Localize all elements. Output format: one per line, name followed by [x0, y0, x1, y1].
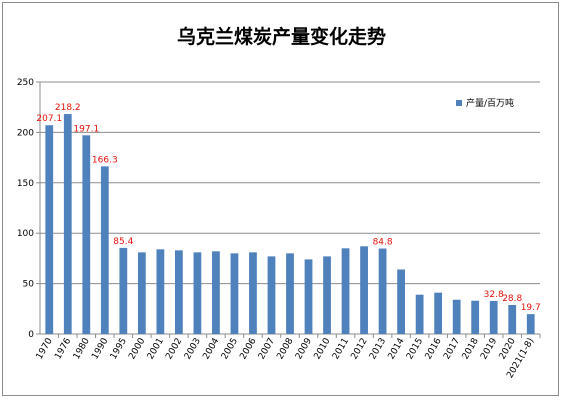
- data-label: 85.4: [113, 237, 133, 247]
- bar: [193, 252, 202, 334]
- bar: [212, 251, 220, 334]
- x-tick-label: 2009: [294, 336, 314, 361]
- bar: [249, 252, 257, 334]
- x-tick-label: 2015: [405, 337, 425, 362]
- x-tick-label: 2008: [275, 336, 295, 361]
- bar: [230, 253, 239, 334]
- legend: 产量/百万吨: [456, 97, 514, 109]
- x-tick-label: 2011: [331, 337, 351, 362]
- x-tick-label: 1970: [35, 336, 55, 361]
- x-tick-label: 2004: [201, 336, 221, 361]
- x-tick-label: 1995: [109, 337, 129, 362]
- data-label: 19.7: [521, 303, 541, 313]
- legend-swatch: [456, 100, 462, 106]
- y-tick-label: 150: [17, 179, 34, 189]
- x-tick-label: 1976: [53, 336, 73, 361]
- x-tick-label: 2019: [479, 336, 499, 361]
- x-tick-label: 2005: [220, 337, 240, 362]
- x-tick-label: 2017: [442, 337, 462, 362]
- y-tick-label: 250: [17, 78, 34, 88]
- bar: [267, 256, 276, 334]
- bar: [452, 299, 461, 334]
- y-tick-label: 100: [17, 229, 34, 239]
- x-tick-label: 2012: [350, 337, 370, 362]
- x-tick-label: 2014: [387, 336, 407, 361]
- x-tick-label: 1980: [72, 336, 92, 361]
- bar: [323, 256, 331, 334]
- data-label: 218.2: [55, 103, 81, 113]
- bar: [137, 252, 146, 334]
- y-tick-label: 200: [17, 128, 34, 138]
- data-label: 166.3: [92, 155, 118, 165]
- data-label: 197.1: [73, 124, 99, 134]
- chart-frame: [2, 2, 559, 396]
- bar: [341, 248, 350, 334]
- axes: 0501001502002501970197619801990199520002…: [17, 78, 541, 380]
- x-tick-label: 2000: [127, 336, 147, 361]
- data-label: 28.8: [502, 294, 522, 304]
- bar: [397, 269, 405, 334]
- y-tick-label: 0: [28, 330, 34, 340]
- x-tick-label: 2002: [164, 337, 184, 362]
- bar: [175, 250, 183, 334]
- bar: [100, 166, 109, 334]
- bar: [45, 125, 54, 335]
- chart-title: 乌克兰煤炭产量变化走势: [176, 26, 386, 48]
- bar: [434, 292, 443, 334]
- bar: [286, 253, 294, 334]
- x-tick-label: 2016: [424, 336, 444, 361]
- bar: [378, 248, 387, 334]
- x-tick-label: 1990: [90, 336, 110, 361]
- bar: [415, 294, 424, 334]
- x-tick-label: 2013: [368, 337, 388, 362]
- data-label: 32.8: [484, 290, 504, 300]
- bars: [45, 114, 535, 335]
- y-tick-label: 50: [23, 280, 35, 290]
- bar: [82, 135, 91, 334]
- bar: [471, 300, 480, 334]
- bar: [508, 304, 517, 334]
- bar: [304, 259, 313, 334]
- bar: [526, 314, 535, 334]
- bar: [489, 300, 498, 334]
- data-label: 207.1: [36, 114, 62, 124]
- bar: [63, 114, 72, 334]
- x-tick-label: 2006: [238, 336, 258, 361]
- bar: [360, 246, 368, 334]
- legend-label: 产量/百万吨: [466, 97, 514, 109]
- x-tick-label: 2003: [183, 337, 203, 362]
- data-label: 84.8: [373, 238, 393, 248]
- x-tick-label: 2010: [313, 336, 333, 361]
- bar: [156, 249, 165, 334]
- x-tick-label: 2001: [146, 337, 166, 362]
- x-tick-label: 2007: [257, 337, 277, 362]
- x-tick-label: 2018: [461, 336, 481, 361]
- bar: [119, 247, 128, 334]
